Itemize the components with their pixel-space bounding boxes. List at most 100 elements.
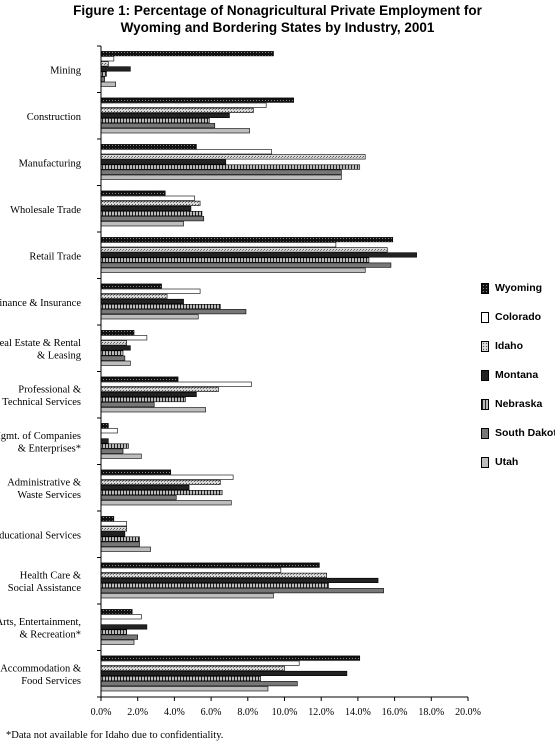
category-label-mining: Mining bbox=[50, 65, 82, 76]
bar-professional-utah bbox=[100, 407, 206, 413]
legend-label-idaho: Idaho bbox=[495, 340, 523, 352]
bar-manufacturing-wyoming bbox=[100, 144, 197, 150]
bar-real-estate-rental-utah bbox=[100, 360, 131, 366]
legend-swatch-montana bbox=[481, 369, 489, 381]
legend-label-south-dakota: South Dakota bbox=[495, 427, 555, 439]
bar-construction-wyoming bbox=[100, 97, 294, 103]
category-label-health-care: Health Care & Social Assistance bbox=[8, 571, 82, 595]
bar-accommodation-montana bbox=[100, 670, 348, 677]
x-tick-label: 14.0% bbox=[345, 707, 371, 718]
bar-manufacturing-south-dakota bbox=[100, 169, 342, 175]
bar-manufacturing-idaho bbox=[100, 154, 366, 160]
bar-construction-montana bbox=[100, 112, 230, 118]
bar-administrative-utah bbox=[100, 500, 232, 506]
bar-wholesale-trade-nebraska bbox=[100, 211, 203, 217]
bar-finance-insurance-idaho bbox=[100, 293, 168, 299]
bar-mining-nebraska bbox=[100, 71, 107, 77]
x-axis: 0.0% 2.0% 4.0% 6.0% 8.0% 10.0% 12.0% 14.0% 16.0%… bbox=[91, 45, 481, 718]
bar-manufacturing-utah bbox=[100, 174, 342, 180]
bar-health-care-nebraska bbox=[100, 582, 329, 589]
bar-construction-south-dakota bbox=[100, 123, 216, 129]
bar-mining-idaho bbox=[100, 61, 109, 67]
bar-educational-services-montana bbox=[100, 531, 126, 537]
bar-accommodation-nebraska bbox=[100, 675, 261, 682]
category-label-administrative: Administrative & Waste Services bbox=[7, 478, 81, 502]
bar-finance-insurance-nebraska bbox=[100, 303, 221, 310]
bar-construction-utah bbox=[100, 128, 250, 134]
category-label-retail-trade: Retail Trade bbox=[29, 251, 81, 262]
legend-item-wyoming: Wyoming bbox=[481, 281, 542, 295]
bar-finance-insurance-colorado bbox=[100, 288, 201, 294]
bar-manufacturing-nebraska bbox=[100, 164, 361, 170]
bar-mining-wyoming bbox=[100, 51, 274, 57]
bar-mgmt-of-companies-wyoming bbox=[100, 423, 109, 429]
bar-health-care-utah bbox=[100, 593, 274, 599]
bar-retail-trade-idaho bbox=[100, 247, 388, 253]
bar-wholesale-trade-wyoming bbox=[100, 190, 166, 196]
bar-retail-trade-colorado bbox=[100, 242, 337, 248]
bar-administrative-montana bbox=[100, 484, 190, 491]
bar-mining-colorado bbox=[100, 56, 115, 62]
bar-administrative-colorado bbox=[100, 474, 234, 480]
bar-health-care-wyoming bbox=[100, 562, 320, 568]
bar-health-care-south-dakota bbox=[100, 588, 384, 594]
bar-manufacturing-montana bbox=[100, 159, 227, 165]
bar-retail-trade-montana bbox=[100, 252, 417, 258]
bar-mgmt-of-companies-south-dakota bbox=[100, 448, 124, 454]
bar-accommodation-idaho bbox=[100, 665, 285, 671]
x-tick-label: 2.0% bbox=[127, 707, 148, 718]
legend-swatch-idaho bbox=[481, 340, 489, 352]
bar-construction-nebraska bbox=[100, 118, 210, 124]
bar-retail-trade-utah bbox=[100, 267, 366, 273]
category-label-professional: Professional & Technical Services bbox=[2, 385, 81, 409]
bar-arts-entertainment-nebraska bbox=[100, 629, 127, 635]
bar-wholesale-trade-colorado bbox=[100, 195, 195, 201]
bar-educational-services-south-dakota bbox=[100, 541, 140, 547]
bar-administrative-south-dakota bbox=[100, 495, 177, 501]
category-labels: Mining Construction Manufacturing Wholesale… bbox=[0, 65, 82, 687]
bar-accommodation-wyoming bbox=[100, 655, 361, 661]
bar-real-estate-rental-south-dakota bbox=[100, 355, 126, 361]
bar-mining-utah bbox=[100, 81, 116, 87]
bar-finance-insurance-montana bbox=[100, 298, 184, 305]
legend-label-montana: Montana bbox=[495, 369, 539, 381]
category-label-manufacturing: Manufacturing bbox=[19, 158, 82, 169]
bar-retail-trade-nebraska bbox=[100, 257, 370, 263]
category-label-educational-services: Educational Services bbox=[0, 530, 81, 541]
legend-item-montana: Montana bbox=[481, 368, 538, 382]
x-tick-label: 8.0% bbox=[237, 707, 258, 718]
bar-real-estate-rental-idaho bbox=[100, 340, 127, 346]
legend-item-utah: Utah bbox=[481, 455, 518, 469]
bar-arts-entertainment-montana bbox=[100, 624, 148, 630]
bar-accommodation-colorado bbox=[100, 660, 300, 666]
bar-educational-services-idaho bbox=[100, 526, 127, 532]
bar-health-care-idaho bbox=[100, 572, 327, 578]
category-label-real-estate-rental: Real Estate & Rental & Leasing bbox=[0, 338, 82, 362]
x-tick-label: 6.0% bbox=[201, 707, 222, 718]
bar-administrative-wyoming bbox=[100, 469, 172, 475]
x-tick-label: 16.0% bbox=[382, 707, 408, 718]
bar-arts-entertainment-south-dakota bbox=[100, 634, 139, 640]
legend-item-south-dakota: South Dakota bbox=[481, 426, 555, 440]
x-tick-label: 20.0% bbox=[455, 707, 481, 718]
bar-wholesale-trade-montana bbox=[100, 205, 192, 211]
bar-real-estate-rental-nebraska bbox=[100, 350, 124, 356]
footnote: *Data not available for Idaho due to con… bbox=[6, 730, 224, 741]
bar-mining-south-dakota bbox=[100, 76, 105, 82]
bar-arts-entertainment-utah bbox=[100, 639, 135, 645]
bar-accommodation-utah bbox=[100, 686, 269, 692]
bar-professional-nebraska bbox=[100, 396, 186, 403]
bar-manufacturing-colorado bbox=[100, 149, 272, 155]
bar-arts-entertainment-wyoming bbox=[100, 609, 133, 615]
x-tick-label: 18.0% bbox=[418, 707, 444, 718]
bar-mgmt-of-companies-utah bbox=[100, 453, 142, 459]
legend-swatch-utah bbox=[481, 456, 489, 468]
legend-label-utah: Utah bbox=[495, 456, 519, 468]
chart-title: Figure 1: Percentage of Nonagricultural … bbox=[0, 2, 555, 36]
x-tick-label: 10.0% bbox=[272, 707, 298, 718]
bar-professional-montana bbox=[100, 391, 197, 398]
title-line-2: Wyoming and Bordering States by Industry… bbox=[120, 20, 435, 35]
bar-mgmt-of-companies-nebraska bbox=[100, 443, 129, 449]
bar-mgmt-of-companies-montana bbox=[100, 438, 109, 444]
